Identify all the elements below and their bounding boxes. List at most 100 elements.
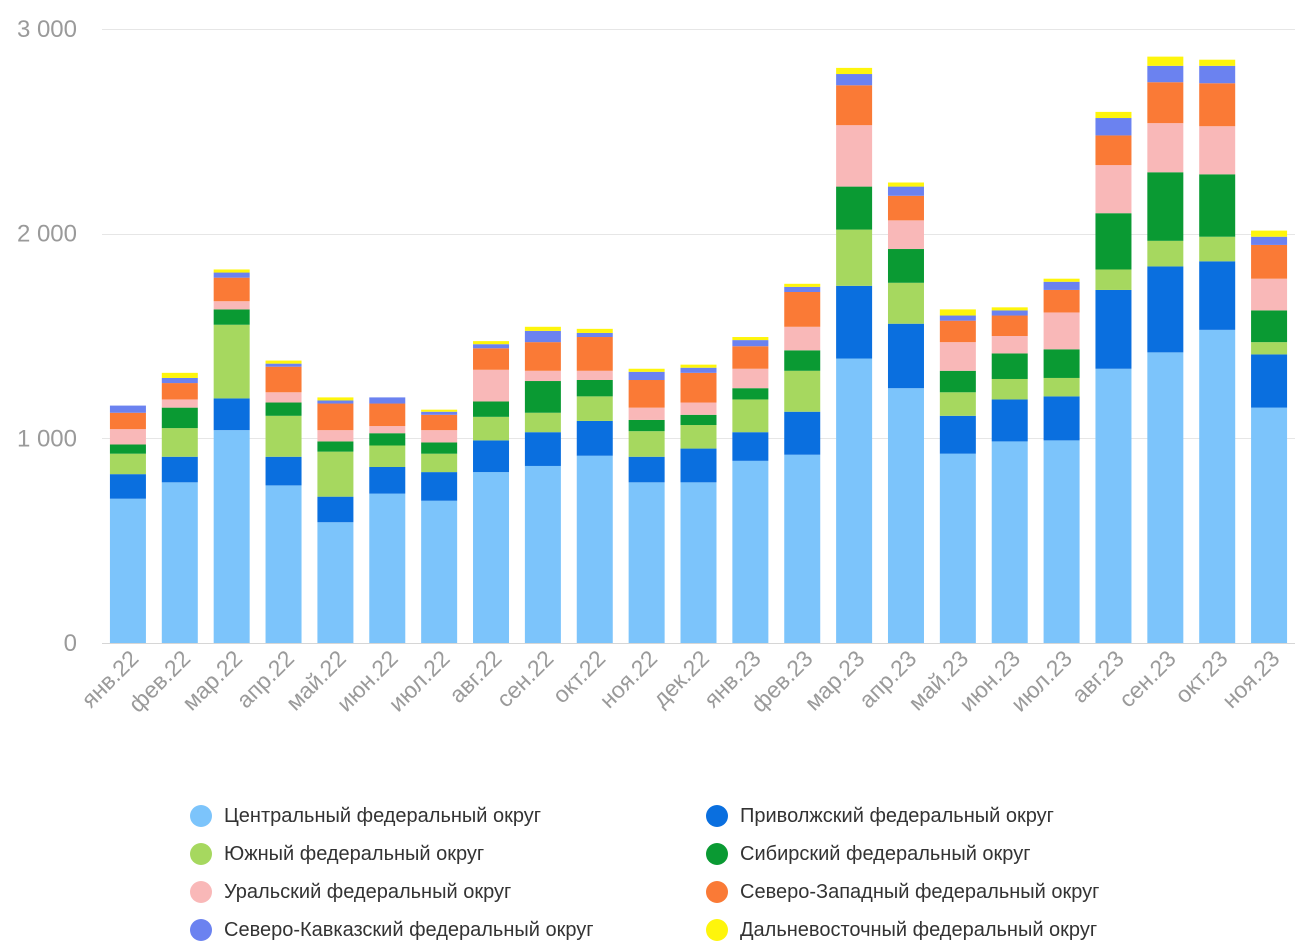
bar-segment xyxy=(1199,329,1236,643)
legend-item[interactable]: Северо-Западный федеральный округ xyxy=(706,880,1186,904)
bar-segment xyxy=(887,220,924,250)
bar-segment xyxy=(1251,244,1288,279)
bar-segment xyxy=(1251,407,1288,643)
legend-label: Приволжский федеральный округ xyxy=(740,804,1054,827)
bar-segment xyxy=(939,370,976,393)
bar-segment xyxy=(1251,278,1288,311)
bar-segment xyxy=(1147,240,1184,267)
bar-segment xyxy=(680,367,717,373)
bar-segment xyxy=(576,332,613,338)
bar-segment xyxy=(524,432,561,466)
bar-segment xyxy=(1095,111,1132,119)
bar-segment xyxy=(836,67,873,75)
bar-segment xyxy=(524,342,561,371)
bar-segment xyxy=(1199,236,1236,262)
bar-segment xyxy=(317,430,354,442)
bar-segment xyxy=(991,315,1028,336)
bar-segment xyxy=(836,186,873,230)
bar-segment xyxy=(939,320,976,343)
legend-item[interactable]: Дальневосточный федеральный округ xyxy=(706,918,1186,942)
bar-segment xyxy=(628,407,665,420)
bar-segment xyxy=(628,431,665,457)
x-tick-label: ноя.22 xyxy=(594,645,662,713)
bar-segment xyxy=(991,353,1028,379)
bar-segment xyxy=(939,392,976,416)
bar-segment xyxy=(1147,123,1184,173)
bar-segment xyxy=(576,328,613,333)
bar-segment xyxy=(369,466,406,494)
bar-segment xyxy=(265,360,302,364)
bar-segment xyxy=(317,397,354,401)
bar-segment xyxy=(576,370,613,380)
legend: Центральный федеральный округ Приволжский… xyxy=(190,804,1190,942)
bar-segment xyxy=(421,430,458,443)
bar-segment xyxy=(887,186,924,196)
bar-segment xyxy=(1147,65,1184,83)
x-tick-label: ноя.23 xyxy=(1217,645,1285,713)
bar-segment xyxy=(939,315,976,321)
bar-segment xyxy=(1251,354,1288,408)
bar-segment xyxy=(628,482,665,643)
bar-segment xyxy=(1147,352,1184,643)
bar-segment xyxy=(887,388,924,643)
bar-segment xyxy=(109,498,146,643)
bar-segment xyxy=(524,330,561,343)
bar-segment xyxy=(161,482,198,643)
bar-segment xyxy=(991,399,1028,442)
legend-label: Уральский федеральный округ xyxy=(224,880,512,903)
bar-segment xyxy=(1043,312,1080,350)
bar-segment xyxy=(161,399,198,408)
bar-segment xyxy=(1251,230,1288,237)
bar-segment xyxy=(680,402,717,415)
bar-segment xyxy=(109,429,146,445)
bar-segment xyxy=(991,310,1028,316)
x-tick-label: сен.23 xyxy=(1114,645,1181,712)
bar-segment xyxy=(1043,281,1080,290)
bar-segment xyxy=(317,522,354,643)
bar-segment xyxy=(939,415,976,454)
bar-segment xyxy=(887,195,924,221)
bar-segment xyxy=(161,456,198,483)
bar-segment xyxy=(1043,440,1080,643)
bar-segment xyxy=(991,336,1028,354)
bar-segment xyxy=(265,456,302,486)
bar-segment xyxy=(1095,118,1132,136)
bar-segment xyxy=(836,125,873,187)
legend-marker xyxy=(190,881,212,903)
bar-segment xyxy=(836,74,873,86)
bar-segment xyxy=(836,285,873,359)
bar-segment xyxy=(1147,172,1184,241)
bar-segment xyxy=(1095,269,1132,290)
bar-segment xyxy=(317,451,354,497)
bar-segment xyxy=(680,425,717,449)
bar-segment xyxy=(628,419,665,432)
legend-item[interactable]: Приволжский федеральный округ xyxy=(706,804,1186,828)
legend-label: Северо-Кавказский федеральный округ xyxy=(224,918,594,941)
bar-segment xyxy=(1251,310,1288,343)
bar-segment xyxy=(784,326,821,351)
bar-segment xyxy=(421,411,458,415)
legend-item[interactable]: Центральный федеральный округ xyxy=(190,804,706,828)
bar-segment xyxy=(784,454,821,643)
bar-segment xyxy=(991,441,1028,643)
bar-segment xyxy=(421,453,458,473)
legend-item[interactable]: Уральский федеральный округ xyxy=(190,880,706,904)
legend-label: Южный федеральный округ xyxy=(224,842,485,865)
bar-segment xyxy=(473,401,510,417)
bar-segment xyxy=(109,444,146,454)
bar-segment xyxy=(421,472,458,501)
legend-item[interactable]: Северо-Кавказский федеральный округ xyxy=(190,918,706,942)
legend-item[interactable]: Сибирский федеральный округ xyxy=(706,842,1186,866)
legend-label: Дальневосточный федеральный округ xyxy=(740,918,1098,941)
bar-segment xyxy=(109,474,146,499)
bar-segment xyxy=(732,346,769,369)
bar-segment xyxy=(1199,261,1236,330)
legend-item[interactable]: Южный федеральный округ xyxy=(190,842,706,866)
bar-segment xyxy=(732,388,769,400)
bar-segment xyxy=(421,414,458,431)
bar-segment xyxy=(680,372,717,403)
bar-segment xyxy=(213,324,250,399)
bar-segment xyxy=(213,301,250,310)
legend-marker xyxy=(706,805,728,827)
bar-segment xyxy=(991,378,1028,400)
